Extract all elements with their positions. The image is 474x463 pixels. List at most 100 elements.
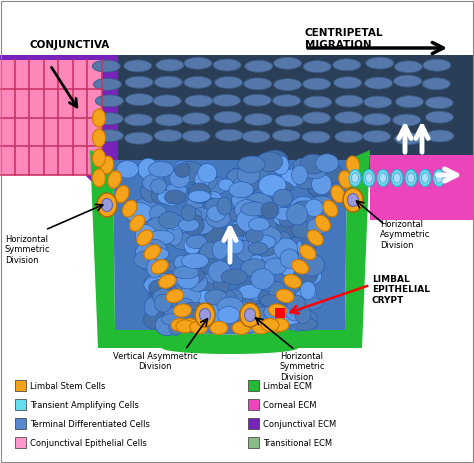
Ellipse shape <box>268 282 285 301</box>
Ellipse shape <box>188 190 210 202</box>
Ellipse shape <box>254 216 276 234</box>
Ellipse shape <box>182 113 210 125</box>
Ellipse shape <box>266 200 283 220</box>
Polygon shape <box>90 150 370 354</box>
Ellipse shape <box>182 253 209 269</box>
Ellipse shape <box>335 95 363 107</box>
Ellipse shape <box>228 169 248 183</box>
Ellipse shape <box>301 213 320 228</box>
Text: CENTRIPETAL
MIGRATION: CENTRIPETAL MIGRATION <box>305 28 383 50</box>
Bar <box>248 437 259 448</box>
Text: Conjunctival ECM: Conjunctival ECM <box>263 420 336 429</box>
Ellipse shape <box>229 182 254 198</box>
Ellipse shape <box>174 255 191 270</box>
Ellipse shape <box>236 240 254 261</box>
Ellipse shape <box>144 245 161 260</box>
Ellipse shape <box>280 249 299 268</box>
Ellipse shape <box>232 235 256 248</box>
Polygon shape <box>370 155 474 220</box>
Ellipse shape <box>248 235 276 250</box>
Ellipse shape <box>426 111 454 123</box>
Ellipse shape <box>316 154 338 173</box>
Ellipse shape <box>300 154 326 174</box>
Ellipse shape <box>178 161 203 182</box>
Ellipse shape <box>149 280 170 296</box>
Ellipse shape <box>169 319 183 335</box>
Ellipse shape <box>346 156 360 174</box>
Ellipse shape <box>421 173 428 183</box>
Ellipse shape <box>256 152 283 172</box>
Ellipse shape <box>227 168 247 189</box>
Ellipse shape <box>261 319 279 332</box>
Ellipse shape <box>183 215 204 235</box>
Ellipse shape <box>146 275 164 293</box>
Ellipse shape <box>92 129 106 147</box>
Ellipse shape <box>173 304 191 317</box>
Ellipse shape <box>176 298 194 313</box>
Ellipse shape <box>166 228 182 246</box>
Ellipse shape <box>297 268 322 285</box>
Ellipse shape <box>237 210 259 232</box>
Ellipse shape <box>408 173 414 183</box>
Text: Corneal ECM: Corneal ECM <box>263 401 317 410</box>
Text: Vertical Asymmetric
Division: Vertical Asymmetric Division <box>113 352 197 371</box>
Ellipse shape <box>276 289 294 303</box>
Ellipse shape <box>249 252 264 273</box>
Text: Limbal ECM: Limbal ECM <box>263 382 312 391</box>
Ellipse shape <box>95 113 123 125</box>
Ellipse shape <box>219 299 237 320</box>
Ellipse shape <box>242 131 270 143</box>
Ellipse shape <box>95 130 123 142</box>
Ellipse shape <box>179 264 205 284</box>
Ellipse shape <box>251 269 274 289</box>
Ellipse shape <box>186 196 210 210</box>
Ellipse shape <box>142 175 165 191</box>
Text: Horizontal
Symmetric
Division: Horizontal Symmetric Division <box>5 235 51 265</box>
Ellipse shape <box>151 260 168 274</box>
Ellipse shape <box>188 212 206 231</box>
Ellipse shape <box>212 240 228 259</box>
Ellipse shape <box>219 179 233 191</box>
Ellipse shape <box>279 215 296 227</box>
Ellipse shape <box>155 114 183 126</box>
Ellipse shape <box>245 193 273 213</box>
Ellipse shape <box>210 321 228 334</box>
Ellipse shape <box>198 163 217 183</box>
Ellipse shape <box>237 156 265 173</box>
Ellipse shape <box>237 164 260 185</box>
Ellipse shape <box>311 174 332 194</box>
Ellipse shape <box>170 169 190 188</box>
Bar <box>248 418 259 429</box>
Ellipse shape <box>335 112 363 124</box>
Ellipse shape <box>419 169 431 187</box>
Ellipse shape <box>142 239 167 260</box>
Ellipse shape <box>190 321 208 334</box>
Ellipse shape <box>315 215 330 232</box>
Ellipse shape <box>221 269 247 285</box>
Ellipse shape <box>363 169 375 187</box>
Ellipse shape <box>391 169 403 187</box>
Ellipse shape <box>201 259 222 275</box>
Ellipse shape <box>135 225 156 246</box>
Ellipse shape <box>212 94 240 106</box>
Ellipse shape <box>205 198 228 212</box>
Ellipse shape <box>166 289 184 303</box>
Ellipse shape <box>248 218 270 231</box>
Ellipse shape <box>153 95 181 107</box>
Ellipse shape <box>144 297 160 317</box>
Ellipse shape <box>195 303 215 327</box>
Ellipse shape <box>207 206 226 221</box>
Polygon shape <box>0 55 118 185</box>
Ellipse shape <box>141 182 160 202</box>
Ellipse shape <box>405 169 417 187</box>
Ellipse shape <box>150 248 169 260</box>
Ellipse shape <box>253 307 269 326</box>
Text: Terminal Differentiated Cells: Terminal Differentiated Cells <box>30 420 150 429</box>
Ellipse shape <box>186 235 207 249</box>
Ellipse shape <box>334 77 362 89</box>
Ellipse shape <box>151 186 168 204</box>
Ellipse shape <box>180 285 201 307</box>
Ellipse shape <box>266 181 293 193</box>
Ellipse shape <box>97 193 117 217</box>
Ellipse shape <box>394 133 422 145</box>
